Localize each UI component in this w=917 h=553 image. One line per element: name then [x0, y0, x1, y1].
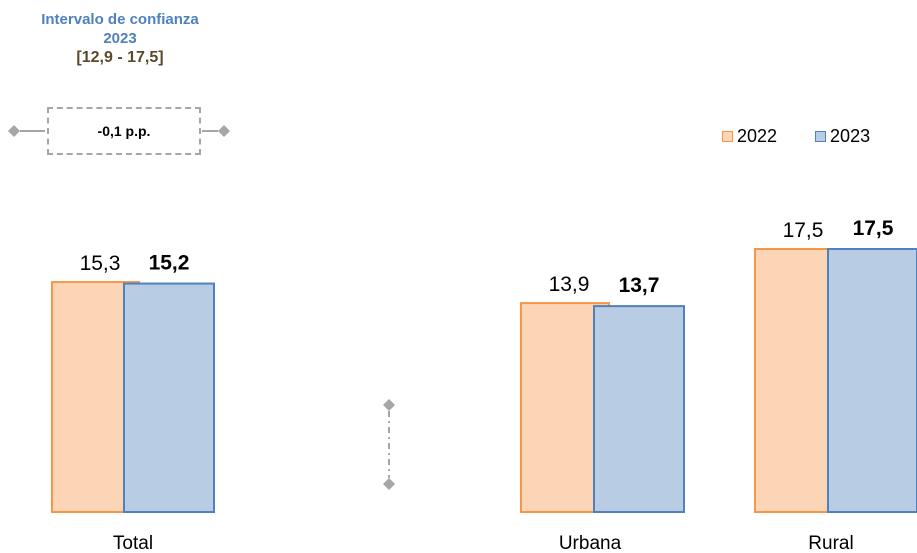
- annotation-markers: [8, 125, 395, 490]
- value-labels: 15,3 15,2 13,9 13,7 17,5 17,5: [80, 217, 894, 297]
- bar-2023-rural: [827, 248, 917, 513]
- legend-label-2023: 2023: [830, 126, 871, 146]
- legend-item-2022: 2022: [722, 126, 777, 147]
- top-diamond-marker: [383, 399, 395, 411]
- legend-swatch-2023: [815, 131, 827, 142]
- category-label-total: Total: [113, 533, 153, 553]
- change-annotation-box: -0,1 p.p.: [47, 107, 201, 155]
- legend-swatch-2022: [722, 131, 733, 142]
- category-labels: Total Urbana Rural: [113, 533, 854, 553]
- bar-2023-urbana: [593, 305, 685, 514]
- category-label-rural: Rural: [808, 533, 853, 553]
- category-label-urbana: Urbana: [559, 533, 622, 553]
- confidence-interval-range: [12,9 - 17,5]: [76, 49, 164, 66]
- value-label-2022-rural: 17,5: [783, 219, 824, 242]
- value-label-2023-total: 15,2: [149, 252, 190, 275]
- bottom-diamond-marker: [383, 478, 395, 490]
- change-annotation-label: -0,1 p.p.: [97, 123, 151, 139]
- bar-2023-total: [123, 282, 215, 513]
- value-label-2022-urbana: 13,9: [549, 273, 590, 296]
- left-diamond-marker: [8, 125, 20, 137]
- legend-item-2023: 2023: [815, 126, 870, 147]
- value-label-2023-urbana: 13,7: [619, 274, 660, 297]
- legend: 2022 2023: [722, 126, 870, 147]
- legend-label-2022: 2022: [737, 126, 778, 146]
- value-label-2022-total: 15,3: [80, 252, 121, 275]
- right-diamond-marker: [218, 125, 230, 137]
- confidence-interval-title: Intervalo de confianza 2023: [41, 11, 199, 47]
- bars: [51, 248, 917, 514]
- value-label-2023-rural: 17,5: [853, 217, 894, 240]
